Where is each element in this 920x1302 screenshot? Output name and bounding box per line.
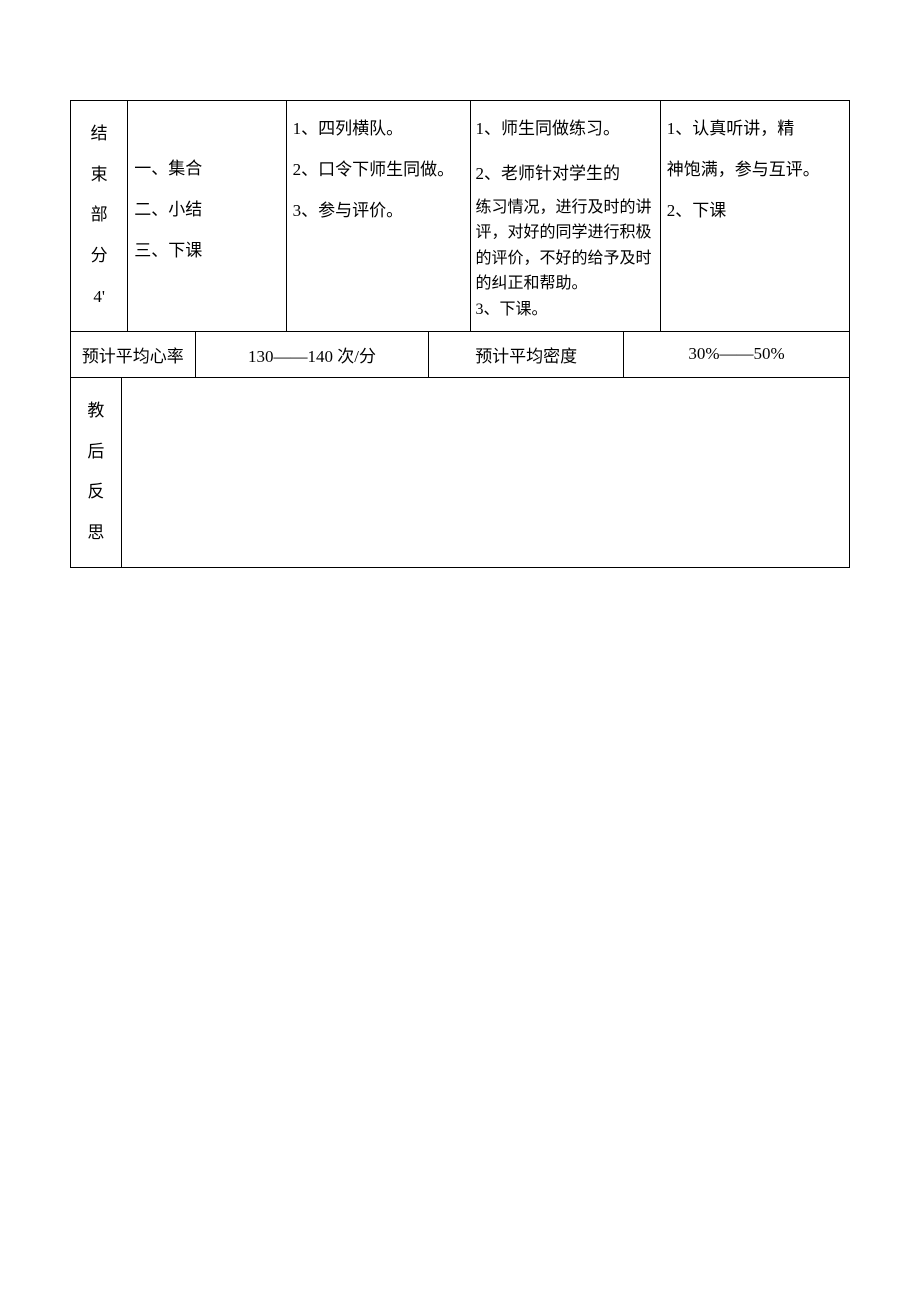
formation-line: 2、口令下师生同做。	[293, 150, 465, 191]
teacher-activity-cell: 1、师生同做练习。 2、老师针对学生的 练习情况，进行及时的讲评，对好的同学进行…	[471, 101, 660, 332]
activity-line: 二、小结	[134, 190, 279, 231]
activities-cell: 一、集合 二、小结 三、下课	[128, 101, 286, 332]
teacher-line-tight: 练习情况，进行及时的讲评，对好的同学进行积极的评价，不好的给予及时的纠正和帮助。	[475, 195, 655, 297]
student-line: 2、下课	[667, 191, 843, 232]
heart-rate-value: 130——140 次/分	[195, 332, 429, 378]
vertical-char: 反	[75, 472, 117, 513]
density-value: 30%——50%	[624, 332, 850, 378]
formation-cell: 1、四列横队。 2、口令下师生同做。 3、参与评价。	[286, 101, 471, 332]
vertical-char: 教	[75, 391, 117, 432]
activity-line: 一、集合	[134, 149, 279, 190]
reflection-content-cell	[121, 378, 849, 568]
teacher-line: 1、师生同做练习。	[475, 109, 655, 150]
activity-line: 三、下课	[134, 231, 279, 272]
teacher-line: 2、老师针对学生的	[475, 154, 655, 195]
formation-line: 1、四列横队。	[293, 109, 465, 150]
table-row: 结 束 部 分 4' 一、集合 二、小结 三、下课 1、四列横队。 2、口令下师…	[71, 101, 850, 332]
vertical-char: 分	[75, 236, 123, 277]
section-header-cell: 结 束 部 分 4'	[71, 101, 128, 332]
teacher-line-tight: 3、下课。	[475, 297, 655, 323]
vertical-char: 思	[75, 513, 117, 554]
reflection-header-cell: 教 后 反 思	[71, 378, 122, 568]
metrics-row: 预计平均心率 130——140 次/分 预计平均密度 30%——50%	[71, 332, 850, 378]
vertical-char: 部	[75, 195, 123, 236]
density-label: 预计平均密度	[429, 332, 624, 378]
reflection-table: 教 后 反 思	[70, 378, 850, 569]
vertical-char: 束	[75, 155, 123, 196]
reflection-row: 教 后 反 思	[71, 378, 850, 568]
lesson-plan-table: 结 束 部 分 4' 一、集合 二、小结 三、下课 1、四列横队。 2、口令下师…	[70, 100, 850, 568]
vertical-char: 4'	[75, 277, 123, 318]
student-line: 神饱满，参与互评。	[667, 150, 843, 191]
vertical-char: 结	[75, 114, 123, 155]
metrics-table: 预计平均心率 130——140 次/分 预计平均密度 30%——50%	[70, 332, 850, 378]
student-line: 1、认真听讲，精	[667, 109, 843, 150]
student-activity-cell: 1、认真听讲，精 神饱满，参与互评。 2、下课	[660, 101, 849, 332]
formation-line: 3、参与评价。	[293, 191, 465, 232]
heart-rate-label: 预计平均心率	[71, 332, 196, 378]
vertical-char: 后	[75, 432, 117, 473]
main-table: 结 束 部 分 4' 一、集合 二、小结 三、下课 1、四列横队。 2、口令下师…	[70, 100, 850, 332]
